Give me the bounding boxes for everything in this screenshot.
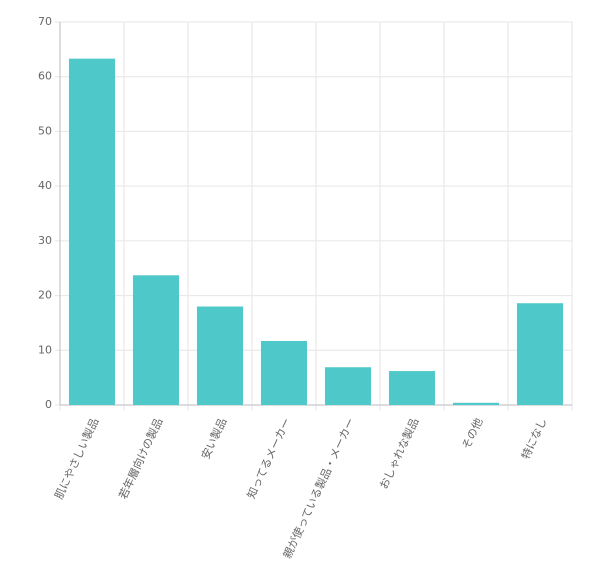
x-tick-label: 特になし [518,416,549,462]
x-tick-label: おしゃれな製品 [376,416,421,492]
x-tick-label: 安い製品 [198,416,229,462]
bar [516,303,564,405]
y-tick-label: 10 [38,343,52,356]
bar [260,340,308,405]
bar [68,58,116,406]
x-tick-label: 親が使っている製品・メーカー [280,416,358,561]
bar [324,367,372,405]
y-tick-label: 70 [38,15,52,28]
bar [132,275,180,405]
y-tick-label: 0 [45,398,52,411]
bar [196,306,244,405]
x-tick-label: その他 [460,416,486,451]
x-tick-label: 肌にやさしい製品 [52,416,102,502]
y-tick-label: 30 [38,234,52,247]
x-tick-label: 知ってるメーカー [244,416,294,501]
y-tick-label: 60 [38,70,52,83]
y-tick-label: 50 [38,124,52,137]
bar [388,371,436,405]
y-tick-label: 20 [38,289,52,302]
x-tick-label: 若年層向けの製品 [116,416,166,502]
bar [452,402,500,405]
y-tick-label: 40 [38,179,52,192]
